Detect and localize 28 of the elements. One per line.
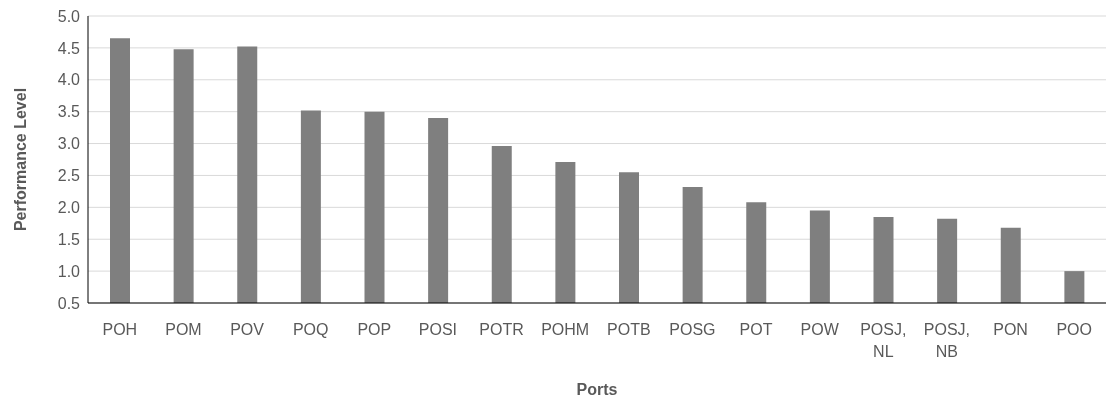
y-tick-label: 2.5 — [57, 167, 81, 185]
x-tick-label: POV — [230, 321, 265, 338]
x-tick-label: POTB — [607, 321, 651, 338]
x-tick-label: POW — [800, 321, 840, 338]
y-tick-label: 3.0 — [57, 135, 81, 153]
y-axis-title: Performance Level — [11, 87, 29, 232]
x-tick-label: POSJ, NL — [860, 321, 907, 360]
x-tick-label: POSG — [669, 321, 716, 338]
x-tick-label: POQ — [292, 321, 329, 338]
y-tick-label: 0.5 — [57, 294, 81, 312]
x-tick-label: POM — [165, 321, 202, 338]
y-tick-label: 4.5 — [57, 39, 81, 57]
x-tick-label: PON — [993, 321, 1028, 338]
x-tick-label: POT — [739, 321, 773, 338]
y-tick-label: 1.0 — [57, 262, 81, 280]
x-axis-title: Ports — [576, 381, 618, 398]
y-tick-label: 5.0 — [57, 7, 81, 25]
x-tick-label: POHM — [541, 321, 590, 338]
y-tick-label: 2.0 — [57, 199, 81, 217]
y-tick-label: 3.5 — [57, 103, 81, 121]
x-tick-label: POO — [1056, 321, 1092, 338]
x-tick-label: POSJ, NB — [923, 321, 971, 360]
x-tick-label: POP — [357, 321, 392, 338]
x-tick-label: POTR — [479, 321, 524, 338]
y-tick-label: 1.5 — [57, 230, 81, 248]
y-tick-label: 4.0 — [57, 71, 81, 89]
x-tick-label: POSI — [418, 321, 458, 338]
x-tick-label: POH — [102, 321, 138, 338]
